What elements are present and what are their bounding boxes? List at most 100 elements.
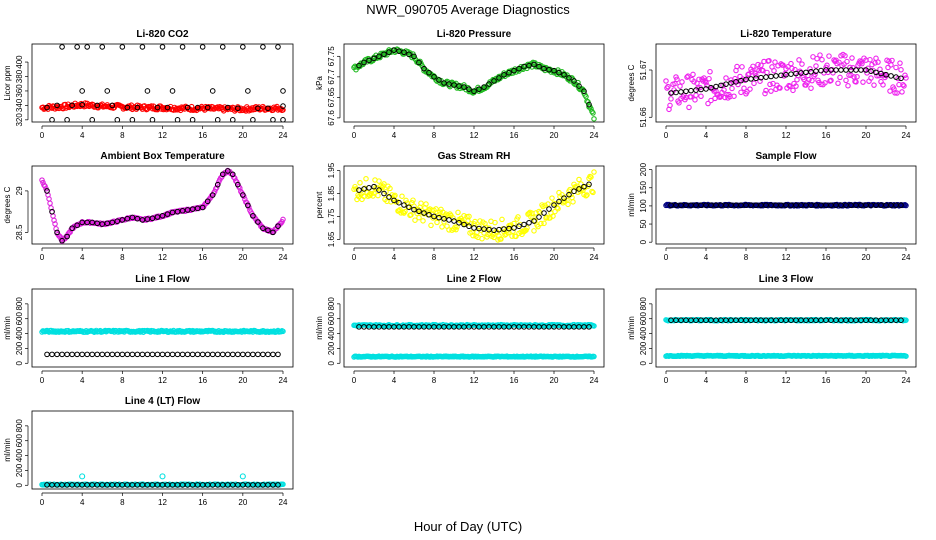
data-point-all [741,85,747,92]
data-point-hourly [255,105,261,112]
x-tick-label: 8 [432,253,437,262]
x-tick-label: 0 [40,498,45,507]
x-tick-label: 4 [392,253,397,262]
data-point-hourly [74,44,80,50]
data-point-hourly [763,74,769,80]
data-point-hourly [159,351,166,358]
data-point-all [826,53,832,59]
data-point-hourly [79,88,85,94]
data-point-hourly [209,351,216,358]
data-point-hourly [184,351,191,358]
x-tick-label: 12 [158,376,167,385]
x-tick-label: 20 [862,253,871,262]
data-point-hourly [511,67,517,74]
data-point-all [698,93,704,100]
data-point-hourly [119,44,126,50]
y-tick-label: 0 [639,239,648,244]
x-tick-label: 4 [704,131,709,140]
data-point-all [498,236,504,242]
data-point-hourly [139,351,146,358]
data-point-all [428,222,434,229]
data-point-all [461,212,467,219]
data-point-all [589,188,595,195]
data-point-all [734,63,740,70]
data-point-hourly [688,87,694,94]
data-point-all [412,217,418,223]
plot-frame [343,43,605,123]
y-tick-label: 400 [15,448,24,462]
data-point-hourly [386,49,392,56]
data-point-cyan2 [591,353,597,360]
data-point-all [753,73,759,79]
data-point-hourly [270,117,276,122]
x-tick-label: 4 [80,253,85,262]
data-point-all [819,56,825,63]
data-point-hourly [214,181,221,188]
data-point-hourly [376,187,382,193]
data-point-hourly [441,80,447,86]
data-point-all [541,220,547,227]
data-point-hourly [506,69,512,76]
y-tick-label: 1.75 [327,208,336,224]
plot-frame [343,288,605,368]
y-tick-label: 800 [15,297,24,311]
data-point-all [772,59,778,65]
y-tick-label: 51.66 [639,107,648,128]
data-point-all [39,177,45,183]
data-point-all [721,87,727,93]
data-point-hourly [521,221,527,228]
data-point-all [903,202,909,209]
data-point-hourly [356,187,362,193]
data-point-all [665,83,671,90]
data-point-all [510,228,516,234]
y-tick-label: 400 [639,326,648,340]
data-point-hourly [270,351,276,358]
data-point-all [871,82,877,88]
x-tick-label: 0 [352,253,357,262]
data-point-all [524,225,530,231]
data-point-hourly [245,88,251,94]
y-axis-label: Licor ppm [3,65,12,100]
data-point-hourly [174,208,181,215]
data-point-all [555,205,561,212]
data-point-hourly [893,74,899,80]
data-point-all [148,103,155,109]
data-point-all [847,64,853,71]
panel-6: Sample Flow ml/min 0 4 8 12 16 20 24 0 50 100 150 200 [627,151,917,262]
panel-title: Ambient Box Temperature [100,151,225,162]
plot-area [351,321,597,360]
data-point-hourly [59,351,65,358]
x-tick-label: 20 [238,376,247,385]
data-point-all [835,80,841,87]
data-point-hourly [843,67,849,73]
x-tick-label: 20 [862,131,871,140]
data-point-hourly [265,351,271,358]
data-point-all [241,193,247,200]
panel-title: Li-820 Pressure [437,29,512,40]
data-point-all [814,55,820,62]
x-tick-label: 16 [198,253,207,262]
data-point-all [446,227,452,233]
data-point-all [768,88,774,94]
data-point-cyan2 [239,473,246,480]
data-point-hourly [139,217,146,223]
data-point-all [837,74,843,81]
x-tick-label: 0 [352,131,357,140]
plot-area [351,46,597,122]
data-point-hourly [164,104,171,111]
data-point-all [491,234,497,241]
data-point-all [788,60,794,67]
data-point-all [732,75,738,82]
data-point-all [880,82,886,88]
data-point-hourly [104,351,111,358]
data-point-hourly [229,171,236,178]
data-point-all [353,186,359,192]
x-tick-label: 8 [120,131,125,140]
y-tick-label: 400 [15,55,24,69]
data-point-all [801,76,807,83]
x-tick-label: 8 [744,131,749,140]
panel-2: Li-820 Pressure kPa 0 4 8 12 16 20 24 67.6 67.65 67… [315,29,605,140]
data-point-hourly [576,83,582,89]
data-point-cyan [591,323,597,329]
